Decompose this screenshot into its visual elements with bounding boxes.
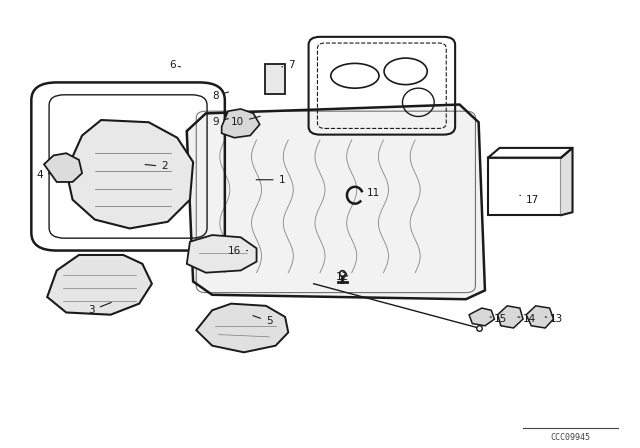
- Polygon shape: [526, 306, 554, 328]
- Text: 5: 5: [253, 315, 273, 326]
- Text: 13: 13: [545, 314, 563, 324]
- Polygon shape: [196, 304, 288, 352]
- Polygon shape: [187, 104, 485, 299]
- Polygon shape: [488, 148, 573, 158]
- FancyBboxPatch shape: [265, 64, 285, 95]
- Polygon shape: [469, 308, 495, 326]
- Text: 8: 8: [212, 90, 228, 101]
- Text: 3: 3: [88, 302, 111, 315]
- Text: 9: 9: [212, 117, 228, 127]
- Polygon shape: [44, 153, 82, 182]
- Text: 11: 11: [361, 188, 381, 198]
- Text: 16: 16: [228, 246, 248, 255]
- Polygon shape: [498, 306, 523, 328]
- Polygon shape: [66, 120, 193, 228]
- Polygon shape: [561, 148, 573, 215]
- Polygon shape: [221, 109, 260, 138]
- Text: 4: 4: [36, 170, 51, 181]
- Polygon shape: [187, 235, 257, 273]
- Text: 10: 10: [231, 116, 260, 127]
- Text: 6: 6: [169, 60, 180, 70]
- Polygon shape: [47, 255, 152, 314]
- Bar: [488, 158, 561, 215]
- Text: 15: 15: [490, 314, 508, 324]
- Text: 1: 1: [256, 175, 285, 185]
- Text: 7: 7: [282, 60, 295, 70]
- Text: 17: 17: [520, 195, 539, 205]
- Text: 12: 12: [335, 272, 349, 282]
- Text: 2: 2: [145, 161, 168, 172]
- Text: 14: 14: [518, 314, 536, 324]
- Text: CCC09945: CCC09945: [550, 433, 591, 442]
